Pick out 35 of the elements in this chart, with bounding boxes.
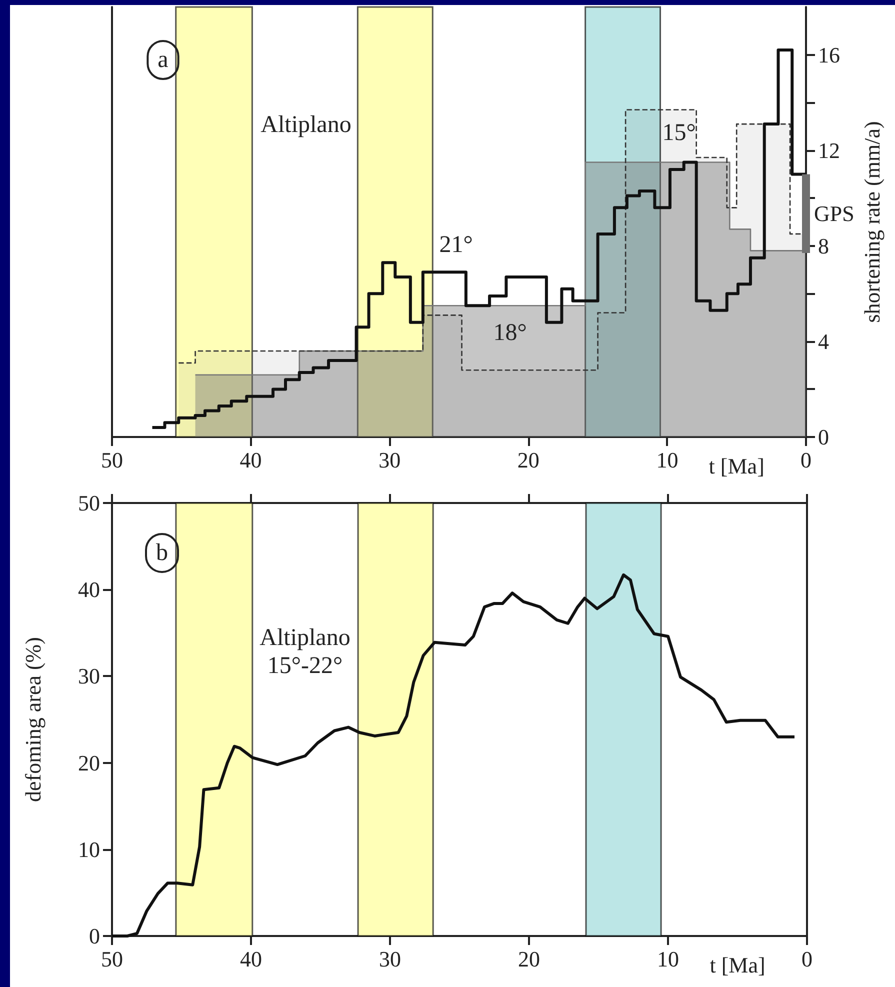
x-tick-label: 10 bbox=[656, 448, 678, 472]
y-tick-label: 30 bbox=[78, 664, 100, 689]
x-tick-label: 50 bbox=[101, 946, 123, 972]
x-tick-label: 40 bbox=[240, 946, 262, 972]
x-tick-label: 20 bbox=[517, 448, 540, 472]
x-tick-label: 30 bbox=[378, 448, 401, 472]
x-axis-title: t [Ma] bbox=[710, 952, 766, 978]
series-label: GPS bbox=[814, 201, 854, 226]
y-tick-label: 50 bbox=[78, 490, 100, 516]
annotation: Altiplano 15°-22° bbox=[260, 625, 350, 679]
x-tick-label: 40 bbox=[240, 448, 262, 472]
annotation: 15° bbox=[662, 120, 696, 146]
annotation: Altiplano bbox=[260, 112, 352, 138]
x-tick-label: 10 bbox=[657, 946, 679, 972]
y2-tick-label: 16 bbox=[818, 42, 840, 68]
y2-tick-label: 0 bbox=[818, 424, 829, 450]
annotation: 18° bbox=[493, 320, 527, 346]
y2-tick-label: 4 bbox=[818, 328, 829, 354]
y2-axis-title: shortening rate (mm/a) bbox=[860, 121, 884, 323]
y-tick-label: 10 bbox=[78, 836, 100, 862]
y2-tick-label: 12 bbox=[818, 138, 840, 163]
y-axis-title: defoming area (%) bbox=[20, 637, 46, 802]
x-tick-label: 0 bbox=[802, 946, 812, 972]
annotation: a bbox=[158, 47, 169, 73]
x-tick-label: 0 bbox=[800, 448, 812, 472]
x-tick-label: 20 bbox=[518, 946, 540, 972]
y-tick-label: 20 bbox=[78, 750, 100, 776]
annotation: 21° bbox=[439, 232, 473, 258]
x-tick-label: 30 bbox=[379, 946, 401, 972]
annotation: b bbox=[156, 540, 168, 566]
x-axis-title: t [Ma] bbox=[708, 454, 764, 478]
y2-tick-label: 8 bbox=[818, 233, 829, 258]
x-tick-label: 50 bbox=[101, 448, 123, 472]
y-tick-label: 40 bbox=[78, 577, 100, 602]
y-tick-label: 0 bbox=[89, 924, 100, 948]
